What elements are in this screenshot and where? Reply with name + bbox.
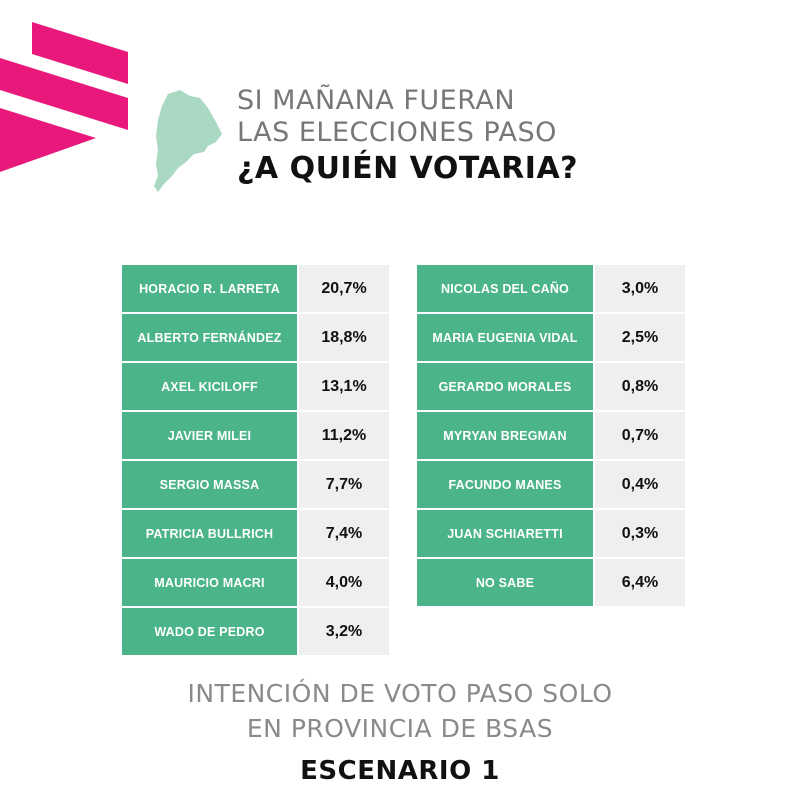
- candidate-name: NICOLAS DEL CAÑO: [417, 265, 593, 312]
- candidate-name: MYRYAN BREGMAN: [417, 412, 593, 459]
- candidate-name: HORACIO R. LARRETA: [122, 265, 297, 312]
- table-row: MARIA EUGENIA VIDAL 2,5%: [417, 314, 685, 361]
- buenos-aires-map-icon: [154, 90, 222, 192]
- table-row: HORACIO R. LARRETA 20,7%: [122, 265, 389, 312]
- candidate-name: MARIA EUGENIA VIDAL: [417, 314, 593, 361]
- table-row: JAVIER MILEI 11,2%: [122, 412, 389, 459]
- table-row: SERGIO MASSA 7,7%: [122, 461, 389, 508]
- candidate-percentage: 7,7%: [299, 461, 389, 508]
- table-row: FACUNDO MANES 0,4%: [417, 461, 685, 508]
- footer: INTENCIÓN DE VOTO PASO SOLO EN PROVINCIA…: [0, 676, 800, 786]
- headline-question: ¿A QUIÉN VOTARIA?: [237, 151, 579, 186]
- table-row: WADO DE PEDRO 3,2%: [122, 608, 389, 655]
- candidate-percentage: 3,2%: [299, 608, 389, 655]
- candidate-percentage: 0,7%: [595, 412, 685, 459]
- table-row: NICOLAS DEL CAÑO 3,0%: [417, 265, 685, 312]
- table-row: PATRICIA BULLRICH 7,4%: [122, 510, 389, 557]
- candidate-percentage: 2,5%: [595, 314, 685, 361]
- candidate-percentage: 7,4%: [299, 510, 389, 557]
- table-row: ALBERTO FERNÁNDEZ 18,8%: [122, 314, 389, 361]
- candidate-percentage: 3,0%: [595, 265, 685, 312]
- candidate-name: SERGIO MASSA: [122, 461, 297, 508]
- table-row: AXEL KICILOFF 13,1%: [122, 363, 389, 410]
- candidate-name: JUAN SCHIARETTI: [417, 510, 593, 557]
- candidate-name: GERARDO MORALES: [417, 363, 593, 410]
- candidate-name: JAVIER MILEI: [122, 412, 297, 459]
- footer-line-1: INTENCIÓN DE VOTO PASO SOLO: [187, 679, 613, 708]
- candidate-percentage: 13,1%: [299, 363, 389, 410]
- table-row: JUAN SCHIARETTI 0,3%: [417, 510, 685, 557]
- footer-line-2: EN PROVINCIA DE BSAS: [246, 714, 554, 743]
- headline-line-2: LAS ELECCIONES PASO: [237, 117, 557, 148]
- candidate-name: FACUNDO MANES: [417, 461, 593, 508]
- candidate-percentage: 0,3%: [595, 510, 685, 557]
- candidate-name: ALBERTO FERNÁNDEZ: [122, 314, 297, 361]
- results-table-left: HORACIO R. LARRETA 20,7% ALBERTO FERNÁND…: [122, 265, 389, 657]
- headline: SI MAÑANA FUERAN LAS ELECCIONES PASO ¿A …: [237, 85, 578, 189]
- table-row: GERARDO MORALES 0,8%: [417, 363, 685, 410]
- headline-line-1: SI MAÑANA FUERAN: [237, 85, 516, 116]
- table-row: NO SABE 6,4%: [417, 559, 685, 606]
- candidate-name: WADO DE PEDRO: [122, 608, 297, 655]
- candidate-name: NO SABE: [417, 559, 593, 606]
- brand-logo-icon: [0, 22, 128, 172]
- candidate-percentage: 20,7%: [299, 265, 389, 312]
- candidate-percentage: 0,8%: [595, 363, 685, 410]
- candidate-percentage: 11,2%: [299, 412, 389, 459]
- results-table-right: NICOLAS DEL CAÑO 3,0% MARIA EUGENIA VIDA…: [417, 265, 685, 608]
- candidate-percentage: 6,4%: [595, 559, 685, 606]
- candidate-percentage: 18,8%: [299, 314, 389, 361]
- table-row: MYRYAN BREGMAN 0,7%: [417, 412, 685, 459]
- candidate-name: PATRICIA BULLRICH: [122, 510, 297, 557]
- table-row: MAURICIO MACRI 4,0%: [122, 559, 389, 606]
- candidate-percentage: 0,4%: [595, 461, 685, 508]
- candidate-name: MAURICIO MACRI: [122, 559, 297, 606]
- candidate-percentage: 4,0%: [299, 559, 389, 606]
- scenario-label: ESCENARIO 1: [300, 756, 500, 786]
- candidate-name: AXEL KICILOFF: [122, 363, 297, 410]
